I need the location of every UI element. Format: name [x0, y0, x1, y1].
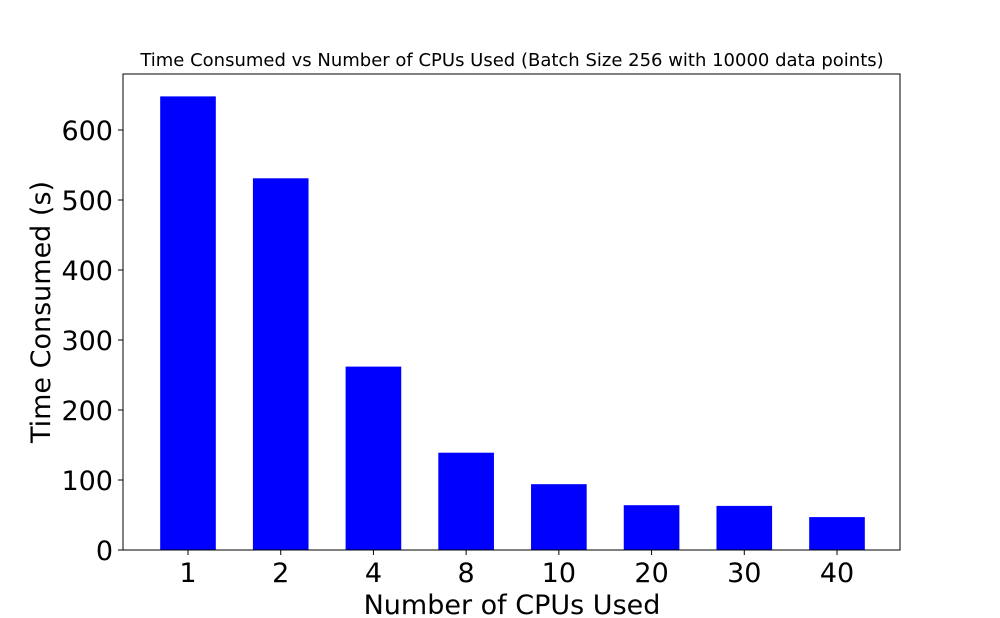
x-tick-label: 40 [820, 558, 854, 589]
bars-group [160, 96, 865, 551]
y-axis: 0 100 200 300 400 500 600 [61, 116, 123, 567]
y-tick-label: 500 [61, 186, 113, 217]
x-axis: 1 2 4 8 10 20 30 40 [179, 550, 854, 589]
bar-4 [345, 366, 402, 550]
x-tick-label: 20 [634, 558, 668, 589]
y-tick-label: 200 [61, 396, 113, 427]
bar-20 [623, 505, 680, 550]
y-tick-label: 100 [61, 466, 113, 497]
x-axis-label: Number of CPUs Used [364, 590, 661, 618]
plot-frame [122, 73, 901, 551]
x-tick-label: 30 [727, 558, 761, 589]
x-tick-label: 4 [365, 558, 382, 589]
x-tick-label: 2 [272, 558, 289, 589]
x-tick-label: 8 [458, 558, 475, 589]
y-axis-label: Time Consumed (s) [26, 181, 57, 444]
bar-30 [716, 505, 773, 550]
y-tick-label: 400 [61, 256, 113, 287]
bar-8 [438, 452, 494, 550]
y-tick-label: 0 [96, 536, 113, 567]
bar-1 [160, 96, 216, 551]
x-tick-label: 10 [542, 558, 576, 589]
chart-title: Time Consumed vs Number of CPUs Used (Ba… [139, 50, 883, 71]
y-tick-label: 300 [61, 326, 113, 357]
bar-40 [809, 517, 865, 550]
bar-10 [531, 484, 587, 550]
x-tick-label: 1 [179, 558, 196, 589]
bar-2 [252, 178, 309, 551]
y-tick-label: 600 [61, 116, 113, 147]
